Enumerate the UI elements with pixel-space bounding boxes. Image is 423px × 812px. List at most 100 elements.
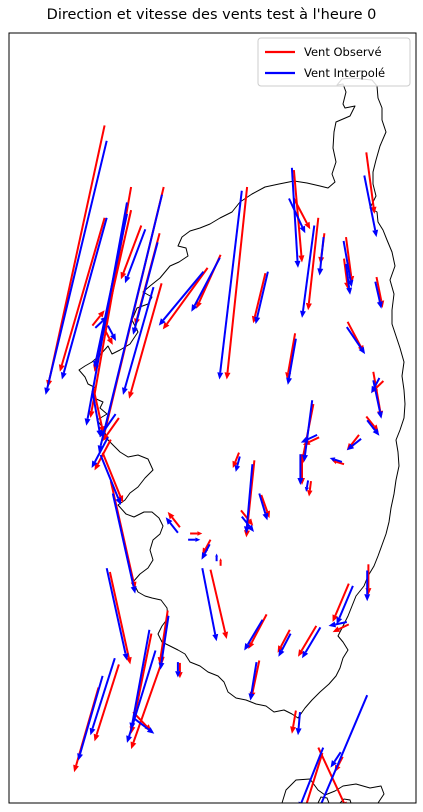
wind-arrow-shaft [62, 217, 108, 374]
wind-arrow-shaft [292, 170, 303, 256]
wind-arrow-shaft [317, 747, 345, 803]
wind-arrow-head [298, 649, 305, 657]
wind-arrow-head [115, 497, 122, 505]
wind-arrow-interpolated [363, 175, 379, 238]
wind-arrow-interpolated [286, 338, 297, 385]
wind-arrow-shaft [99, 454, 120, 499]
wind-arrow-shaft [375, 276, 383, 302]
wind-arrow-shaft [288, 338, 297, 379]
wind-arrow-interpolated [366, 419, 380, 436]
wind-arrow-head [290, 726, 296, 734]
wind-arrow-head [294, 260, 301, 268]
wind-arrow-shaft [94, 436, 109, 463]
wind-arrow-head [197, 531, 203, 536]
wind-arrow-head [158, 662, 165, 670]
wind-arrow-interpolated [328, 621, 348, 628]
wind-arrow-shaft [342, 240, 352, 281]
wind-arrow-shaft [304, 400, 314, 456]
wind-arrow-interpolated [295, 712, 302, 736]
wind-arrow-head [191, 304, 198, 312]
wind-arrow-interpolated [188, 537, 201, 542]
wind-arrow-interpolated [60, 217, 108, 380]
wind-arrow-shaft [300, 625, 318, 652]
wind-arrow-observed [167, 511, 181, 528]
legend: Vent Observé Vent Interpolé [257, 37, 411, 87]
wind-arrow-head [130, 741, 137, 750]
wind-arrow-shaft [160, 615, 170, 664]
wind-arrow-interpolated [278, 633, 292, 657]
wind-arrow-shaft [60, 217, 106, 366]
wind-arrow-shaft [171, 516, 181, 528]
wind-arrow-head [97, 310, 105, 318]
wind-arrow-interpolated [346, 438, 362, 451]
wind-arrow-head [162, 322, 170, 330]
wind-arrow-head [346, 287, 353, 295]
wind-arrow-head [124, 275, 131, 284]
wind-arrow-head [60, 372, 67, 380]
wind-arrow-shaft [256, 271, 269, 318]
wind-arrow-interpolated [244, 619, 264, 651]
wind-arrow-interpolated [132, 242, 159, 335]
wind-arrow-interpolated [342, 240, 354, 288]
wind-arrow-head [297, 478, 304, 485]
wind-arrow-head [106, 337, 113, 345]
wind-arrow-head [165, 517, 173, 525]
wind-arrow-shaft [335, 621, 348, 626]
wind-arrow-shaft [201, 568, 217, 635]
wind-arrow-observed [305, 752, 324, 803]
wind-arrow-observed [365, 152, 377, 214]
wind-arrow-shaft [305, 480, 310, 488]
wind-arrow-shaft [258, 493, 267, 514]
wind-arrow-shaft [94, 213, 128, 362]
wind-arrow-interpolated [318, 694, 369, 811]
wind-arrow-shaft [345, 326, 363, 349]
wind-arrow-head [126, 735, 132, 743]
wind-arrow-interpolated [201, 543, 211, 560]
wind-arrow-head [122, 653, 129, 661]
wind-arrow-interpolated [330, 751, 342, 768]
wind-arrow-head [299, 225, 306, 234]
wind-arrow-head [247, 524, 254, 532]
wind-arrow-shaft [219, 190, 243, 373]
wind-arrow-shaft [345, 263, 351, 289]
wind-arrow-head [215, 553, 218, 557]
wind-arrow-head [304, 486, 309, 492]
wind-arrow-interpolated [345, 326, 366, 355]
wind-arrow-head [88, 410, 95, 418]
wind-arrow-shaft [320, 694, 369, 803]
wind-arrow-interpolated [297, 454, 304, 485]
wind-arrow-observed [128, 283, 163, 399]
wind-arrow-shaft [251, 660, 261, 693]
wind-arrow-observed [292, 170, 305, 263]
wind-arrow-head [93, 360, 99, 368]
wind-arrow-shaft [334, 458, 343, 463]
wind-arrow-interpolated [329, 457, 343, 463]
wind-arrow-head [146, 727, 155, 734]
wind-arrow-head [304, 221, 311, 230]
wind-arrow-head [201, 552, 208, 560]
wind-arrow-interpolated [99, 413, 117, 438]
wind-arrow-shaft [105, 417, 120, 436]
wind-arrow-interpolated [165, 517, 179, 534]
wind-arrow-observed [93, 664, 120, 742]
wind-arrow-shaft [253, 272, 267, 317]
wind-arrow-head [244, 643, 251, 651]
axes-frame [8, 32, 417, 804]
wind-arrow-observed [332, 583, 350, 622]
coastline [78, 77, 406, 803]
wind-arrow-shaft [236, 456, 241, 466]
wind-arrow-head [219, 558, 222, 562]
wind-arrow-shaft [290, 167, 299, 261]
wind-arrow-shaft [204, 539, 212, 550]
wind-arrow-interpolated [336, 585, 354, 625]
wind-arrow-head [358, 346, 366, 355]
wind-arrow-interpolated [254, 271, 269, 325]
wind-arrow-head [248, 641, 255, 649]
wind-arrow-head [318, 803, 324, 811]
wind-arrow-head [120, 271, 127, 280]
wind-arrow-shaft [306, 433, 318, 441]
wind-arrow-observed [232, 452, 240, 468]
wind-arrow-interpolated [94, 316, 108, 329]
wind-arrow-observed [248, 613, 268, 649]
wind-arrow-head [122, 387, 128, 395]
